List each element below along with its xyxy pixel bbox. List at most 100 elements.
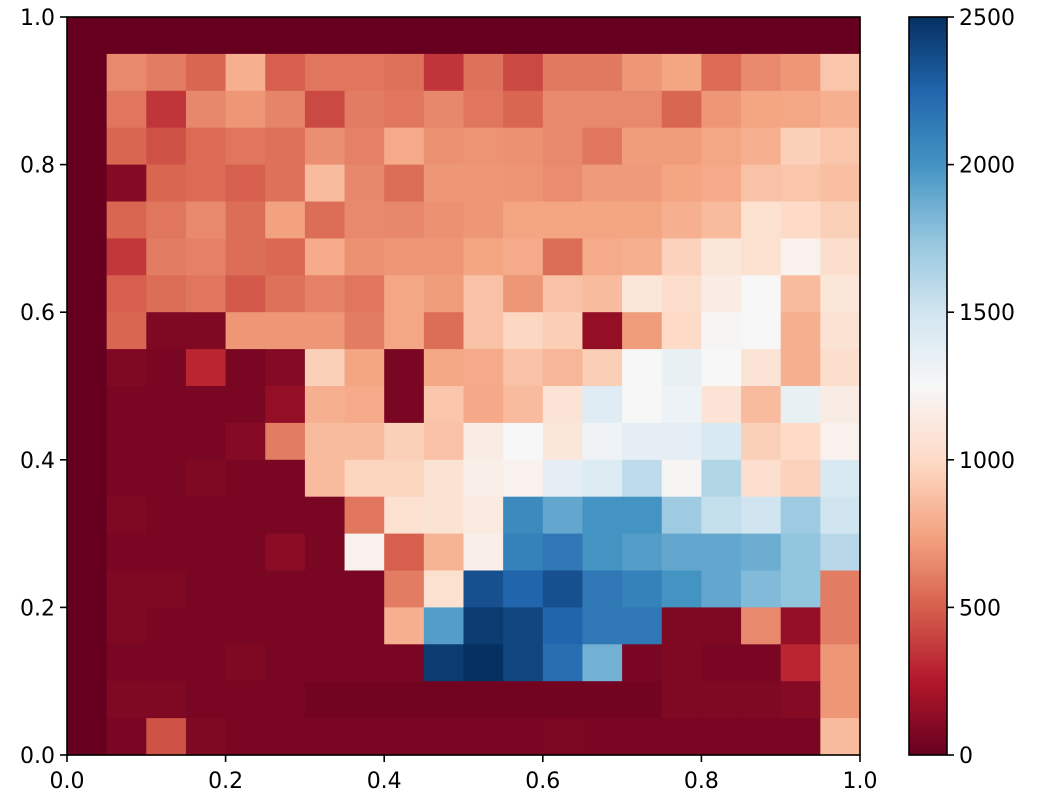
heatmap-cell <box>185 17 227 55</box>
heatmap-cell <box>542 238 584 276</box>
heatmap-cell <box>344 718 385 756</box>
heatmap-cell <box>384 201 425 239</box>
heatmap-cells <box>67 17 861 756</box>
heatmap-cell <box>106 127 147 166</box>
heatmap-cell <box>582 127 623 166</box>
heatmap-cell <box>67 349 108 387</box>
heatmap-cell <box>185 496 227 535</box>
heatmap-cell <box>67 607 108 645</box>
heatmap-cell <box>265 718 306 756</box>
heatmap-cell <box>67 422 108 461</box>
heatmap-cell <box>304 201 346 239</box>
y-tick-label: 0.0 <box>20 744 55 769</box>
heatmap-cell <box>423 201 465 239</box>
heatmap-cell <box>185 53 227 92</box>
heatmap-cell <box>384 238 425 276</box>
heatmap-cell <box>384 312 425 350</box>
heatmap-cell <box>741 533 782 572</box>
heatmap-cell <box>542 644 584 682</box>
heatmap-cell <box>503 17 544 55</box>
heatmap-cell <box>701 459 742 498</box>
heatmap-cell <box>423 718 465 756</box>
heatmap-cell <box>820 607 861 645</box>
heatmap-cell <box>622 90 663 129</box>
heatmap-cell <box>582 53 623 92</box>
heatmap-cell <box>701 496 742 535</box>
heatmap-cell <box>463 238 504 276</box>
heatmap-cell <box>304 422 346 461</box>
heatmap-cell <box>661 164 702 203</box>
heatmap-cell <box>661 275 702 313</box>
heatmap-cell <box>622 53 663 92</box>
heatmap-cell <box>344 496 385 535</box>
heatmap-cell <box>622 127 663 166</box>
heatmap-cell <box>622 386 663 424</box>
heatmap-cell <box>701 570 742 608</box>
heatmap-cell <box>304 681 346 719</box>
heatmap-cell <box>741 238 782 276</box>
heatmap-cell <box>582 718 623 756</box>
heatmap-cell <box>820 53 861 92</box>
heatmap-cell <box>344 17 385 55</box>
heatmap-cell <box>304 386 346 424</box>
heatmap-cell <box>701 681 742 719</box>
heatmap-cell <box>106 607 147 645</box>
y-tick-label: 1.0 <box>20 6 55 31</box>
heatmap-cell <box>542 496 584 535</box>
heatmap-cell <box>265 349 306 387</box>
heatmap-cell <box>344 570 385 608</box>
heatmap-cell <box>225 349 266 387</box>
heatmap-cell <box>225 459 266 498</box>
heatmap-cell <box>463 349 504 387</box>
heatmap-cell <box>67 459 108 498</box>
colorbar-tick-label: 2000 <box>959 154 1015 179</box>
heatmap-cell <box>741 681 782 719</box>
heatmap-cell <box>384 53 425 92</box>
heatmap-cell <box>106 386 147 424</box>
heatmap-cell <box>780 90 821 129</box>
heatmap-cell <box>265 570 306 608</box>
heatmap-cell <box>622 349 663 387</box>
heatmap-cell <box>503 127 544 166</box>
heatmap-cell <box>384 17 425 55</box>
heatmap-cell <box>344 349 385 387</box>
heatmap-cell <box>185 718 227 756</box>
heatmap-cell <box>701 644 742 682</box>
heatmap-cell <box>384 275 425 313</box>
heatmap-cell <box>503 386 544 424</box>
heatmap-cell <box>661 607 702 645</box>
heatmap-cell <box>67 681 108 719</box>
heatmap-cell <box>820 164 861 203</box>
heatmap-cell <box>820 275 861 313</box>
heatmap-cell <box>225 422 266 461</box>
heatmap-cell <box>185 607 227 645</box>
heatmap-cell <box>67 275 108 313</box>
heatmap-cell <box>582 275 623 313</box>
heatmap-cell <box>701 17 742 55</box>
heatmap-cell <box>304 570 346 608</box>
heatmap-cell <box>423 238 465 276</box>
heatmap-cell <box>344 238 385 276</box>
heatmap-cell <box>542 275 584 313</box>
heatmap-cell <box>701 53 742 92</box>
heatmap-cell <box>423 422 465 461</box>
heatmap-cell <box>701 201 742 239</box>
heatmap-cell <box>780 238 821 276</box>
heatmap-cell <box>146 349 187 387</box>
heatmap-cell <box>622 459 663 498</box>
heatmap-cell <box>344 533 385 572</box>
heatmap-cell <box>67 570 108 608</box>
heatmap-cell <box>225 644 266 682</box>
y-tick-label: 0.6 <box>20 301 55 326</box>
heatmap-cell <box>265 53 306 92</box>
heatmap-cell <box>384 422 425 461</box>
heatmap-cell <box>304 349 346 387</box>
heatmap-cell <box>384 607 425 645</box>
heatmap-cell <box>304 459 346 498</box>
heatmap-cell <box>423 533 465 572</box>
heatmap-cell <box>701 718 742 756</box>
heatmap-cell <box>304 718 346 756</box>
heatmap-cell <box>661 718 702 756</box>
heatmap-cell <box>384 164 425 203</box>
heatmap-cell <box>820 90 861 129</box>
